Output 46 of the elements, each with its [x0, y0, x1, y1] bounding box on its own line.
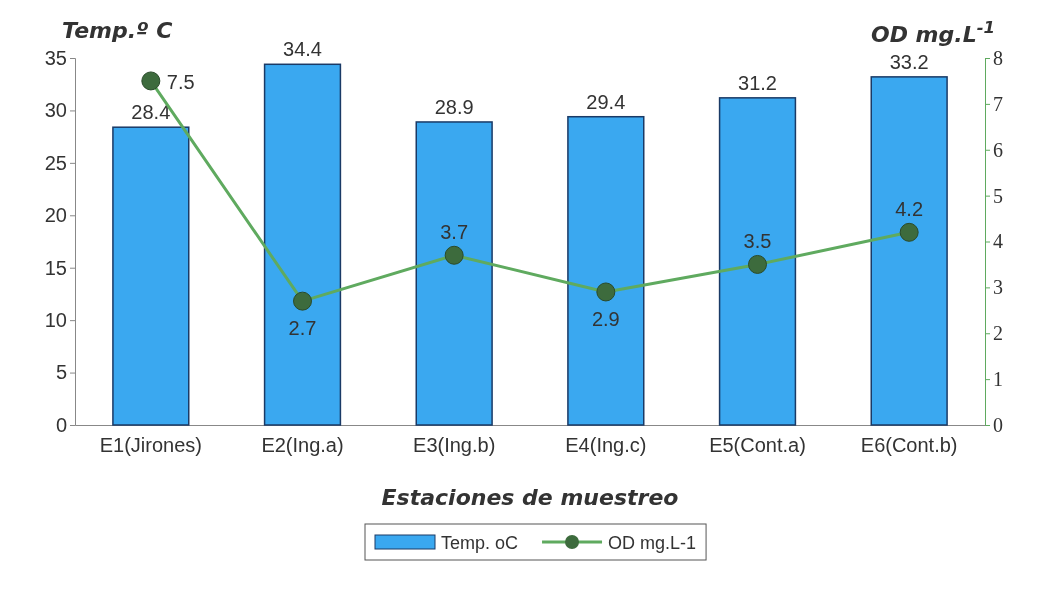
- y-tick-label: 0: [55, 413, 67, 436]
- data-label: 7.5: [166, 70, 195, 93]
- data-label: 34.4: [283, 38, 322, 61]
- bar: [567, 115, 645, 426]
- y-tick-label: 15: [44, 256, 67, 279]
- data-label: 2.9: [591, 307, 620, 330]
- bar: [718, 97, 797, 426]
- data-label: 4.2: [895, 198, 924, 221]
- y2-tick-label: 4: [993, 230, 1003, 253]
- bar: [112, 126, 190, 426]
- data-label: 3.5: [743, 230, 772, 253]
- y2-axis-title: OD mg.L$^{-1}$: [870, 17, 995, 47]
- legend-label: OD mg.L-1: [608, 533, 697, 553]
- y-tick-label: 5: [55, 361, 67, 384]
- y2-tick-label: 7: [993, 92, 1003, 115]
- bar: [263, 63, 342, 426]
- y-tick-label: 25: [44, 151, 67, 174]
- data-label: 3.7: [440, 221, 469, 244]
- y2-tick-label: 1: [993, 368, 1003, 391]
- y-tick-label: 30: [44, 99, 67, 122]
- data-label: 28.9: [434, 95, 474, 118]
- y2-tick-label: 2: [993, 322, 1003, 345]
- y-tick-label: 35: [44, 46, 67, 69]
- y-tick-label: 20: [44, 204, 67, 227]
- legend-label: Temp. oC: [441, 533, 519, 553]
- data-label: 2.7: [288, 317, 317, 340]
- data-label: 31.2: [738, 71, 777, 94]
- y2-tick-label: 0: [993, 413, 1003, 436]
- y-axis-title: Temp.º C: [62, 18, 173, 43]
- x-tick-label: E2(Ing.a): [261, 434, 344, 456]
- x-tick-label: E1(Jirones): [99, 434, 202, 456]
- x-tick-label: E4(Ing.c): [565, 434, 647, 456]
- x-tick-label: E3(Ing.b): [413, 434, 496, 456]
- bar: [870, 76, 948, 426]
- y2-tick-label: 8: [993, 46, 1003, 69]
- data-label: 33.2: [889, 50, 929, 73]
- data-label: 28.4: [131, 101, 171, 124]
- y2-tick-label: 5: [993, 184, 1003, 207]
- y2-tick-label: 3: [993, 276, 1003, 299]
- x-axis-title: Estaciones de muestreo: [381, 485, 679, 510]
- x-tick-label: E6(Cont.b): [860, 434, 958, 456]
- bar: [415, 121, 493, 426]
- y2-tick-label: 6: [993, 138, 1003, 161]
- y-tick-label: 10: [44, 309, 67, 332]
- data-label: 29.4: [586, 90, 626, 113]
- x-tick-label: E5(Cont.a): [709, 434, 806, 456]
